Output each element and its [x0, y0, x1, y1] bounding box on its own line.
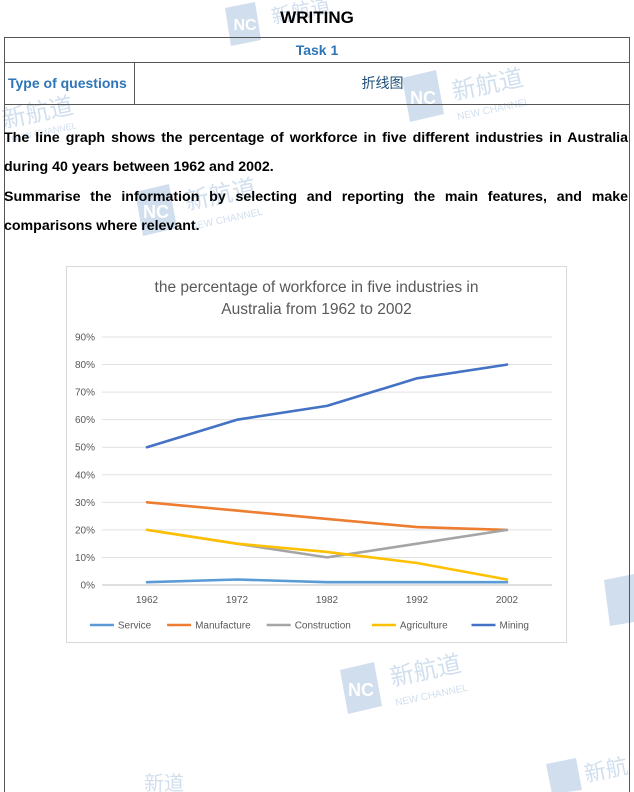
series-line-agriculture — [145, 528, 509, 581]
y-tick-label: 0% — [81, 581, 96, 592]
chart-plot: 0% 10% 20% 30% 40% 50% 60% 70% 80% 90% 1962 1972 198… — [75, 333, 552, 632]
task-table: Task 1 Type of questions 折线图 — [4, 37, 630, 792]
series-line-construction — [145, 528, 509, 559]
line-chart: the percentage of workforce in five indu… — [66, 266, 567, 643]
question-type-label: Type of questions — [5, 63, 135, 104]
legend-label-mining: Mining — [500, 621, 529, 632]
x-tick-label: 1962 — [136, 595, 159, 606]
y-tick-label: 10% — [75, 553, 95, 564]
series-line-mining — [145, 363, 509, 449]
x-tick-label: 1982 — [316, 595, 339, 606]
x-tick-label: 2002 — [496, 595, 519, 606]
page-title: WRITING — [280, 8, 354, 27]
chart-title-line-1: the percentage of workforce in five indu… — [154, 279, 479, 296]
y-tick-label: 80% — [75, 360, 95, 371]
y-tick-label: 50% — [75, 443, 95, 454]
x-tick-label: 1972 — [226, 595, 249, 606]
prompt-paragraph-2: Summarise the information by selecting a… — [4, 189, 628, 234]
y-tick-label: 30% — [75, 498, 95, 509]
legend-label-agriculture: Agriculture — [400, 621, 448, 632]
y-tick-label: 90% — [75, 333, 95, 344]
series-line-service — [145, 578, 509, 584]
y-tick-label: 60% — [75, 415, 95, 426]
question-type-row: Type of questions 折线图 — [5, 63, 629, 105]
y-tick-label: 40% — [75, 470, 95, 481]
legend-label-service: Service — [118, 621, 152, 632]
question-type-value: 折线图 — [361, 75, 404, 91]
x-tick-label: 1992 — [406, 595, 429, 606]
chart-title-line-2: Australia from 1962 to 2002 — [221, 301, 412, 318]
y-tick-label: 20% — [75, 525, 95, 536]
series-line-manufacture — [145, 501, 509, 532]
legend-label-manufacture: Manufacture — [195, 621, 251, 632]
task-label: Task 1 — [5, 38, 629, 63]
prompt-paragraph-1: The line graph shows the percentage of w… — [4, 130, 628, 175]
y-tick-label: 70% — [75, 388, 95, 399]
legend-label-construction: Construction — [295, 621, 351, 632]
